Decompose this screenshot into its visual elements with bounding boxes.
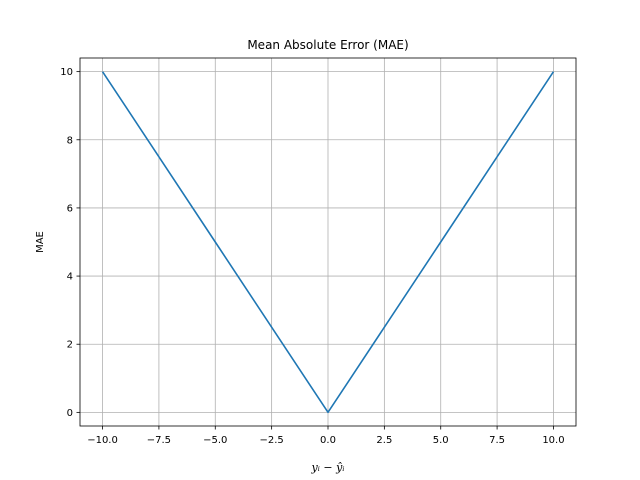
y-tick-label: 8 bbox=[67, 135, 73, 146]
series-group bbox=[101, 71, 555, 414]
y-tick-label: 4 bbox=[67, 272, 73, 283]
y-axis-label: MAE bbox=[35, 231, 46, 253]
x-tick-label: −2.5 bbox=[259, 435, 283, 446]
x-tick-label: −10.0 bbox=[87, 435, 118, 446]
y-tick-label: 10 bbox=[60, 67, 73, 78]
chart-title: Mean Absolute Error (MAE) bbox=[247, 38, 408, 52]
x-tick-label: 10.0 bbox=[542, 435, 564, 446]
x-tick-label: 0.0 bbox=[320, 435, 336, 446]
x-axis-ticks: −10.0 −7.5 −5.0 −2.5 0.0 2.5 5.0 7.5 10.0 bbox=[87, 426, 565, 446]
y-axis-ticks: 0 2 4 6 8 10 bbox=[60, 67, 80, 419]
x-tick-label: −5.0 bbox=[203, 435, 227, 446]
x-tick-label: 7.5 bbox=[489, 435, 505, 446]
x-axis-label: yᵢ − ŷᵢ bbox=[310, 461, 344, 474]
y-tick-label: 0 bbox=[67, 408, 73, 419]
y-tick-label: 6 bbox=[67, 203, 73, 214]
mae-line bbox=[101, 71, 555, 414]
x-tick-label: −7.5 bbox=[147, 435, 171, 446]
x-tick-label: 5.0 bbox=[433, 435, 449, 446]
y-tick-label: 2 bbox=[67, 340, 73, 351]
x-tick-label: 2.5 bbox=[376, 435, 392, 446]
